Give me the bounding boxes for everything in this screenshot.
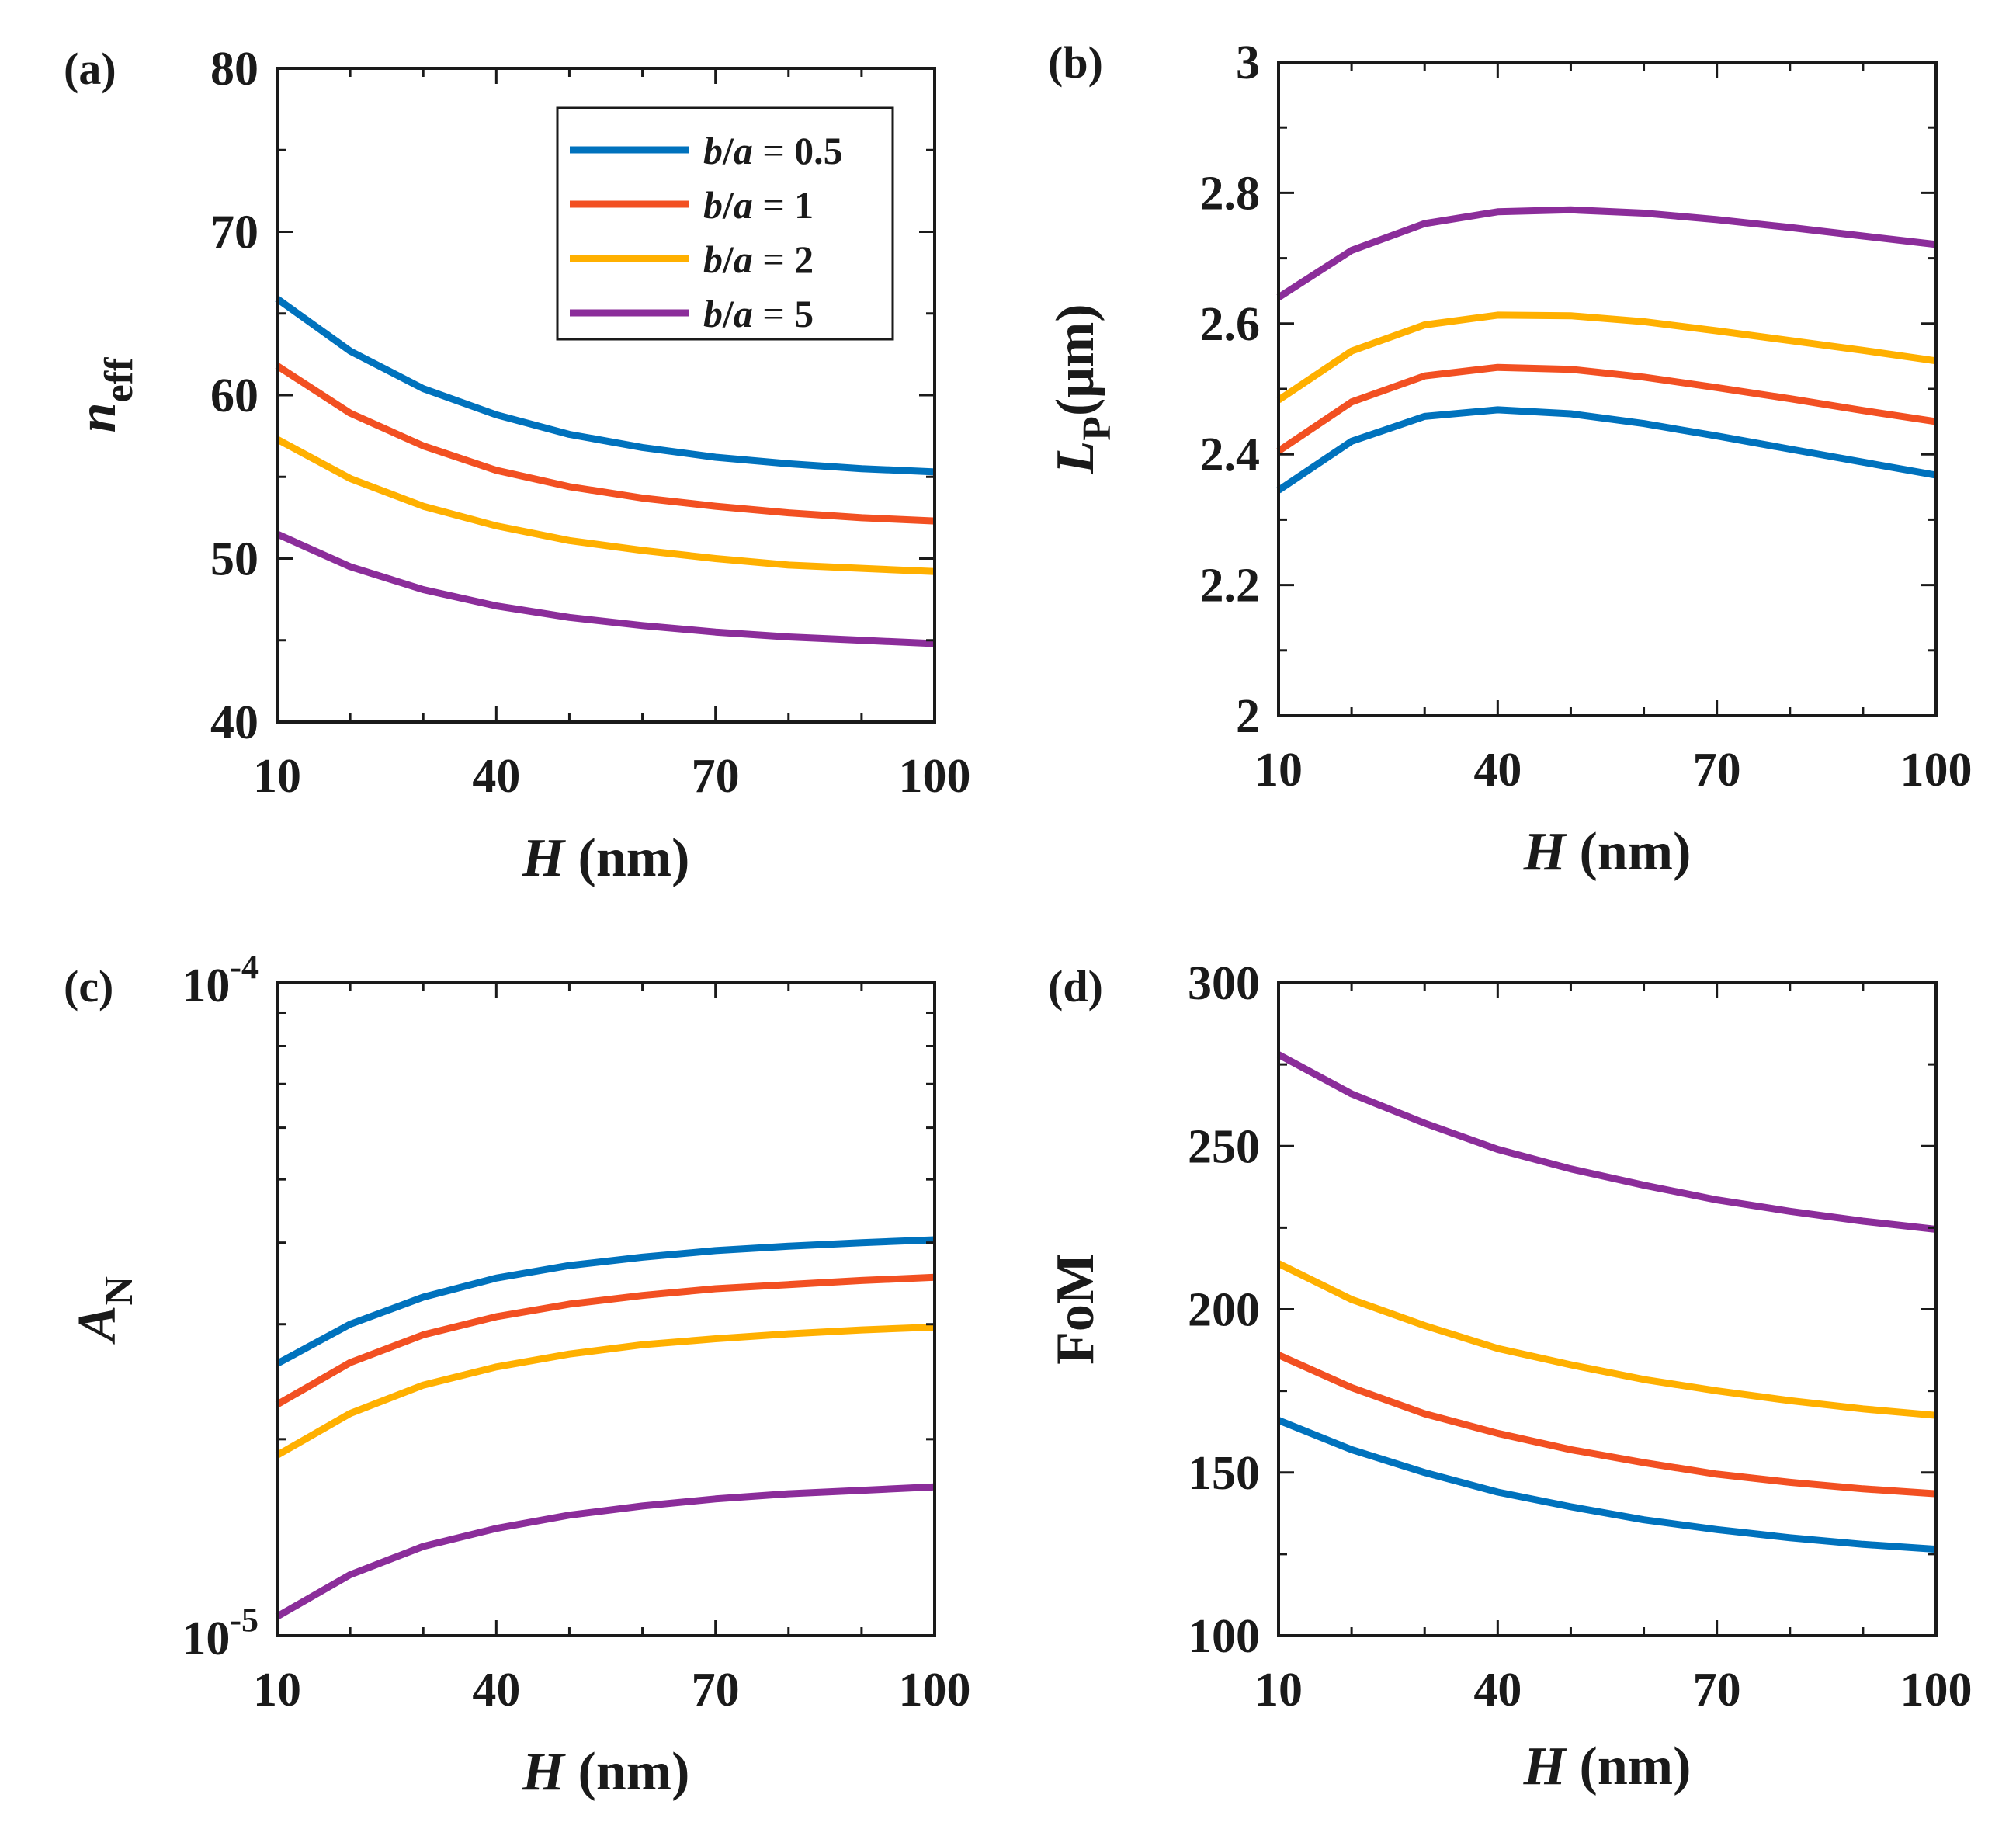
x-tick-label: 70 bbox=[1693, 1664, 1741, 1716]
legend: b/a = 0.5 b/a = 1 b/a = 2 b/a = 5 bbox=[556, 106, 894, 341]
series-line-b-a-2 bbox=[1277, 1260, 1937, 1419]
y-tick-label: 250 bbox=[1188, 1120, 1260, 1173]
x-axis-title: H (nm) bbox=[522, 828, 690, 888]
series-line-b-a-1 bbox=[275, 1273, 935, 1408]
series-line-b-a-0-5 bbox=[275, 1236, 935, 1367]
y-tick-label: 100 bbox=[1188, 1610, 1260, 1663]
y-tick-label: 150 bbox=[1188, 1447, 1260, 1500]
panel-label: (d) bbox=[1048, 961, 1103, 1012]
y-tick-label: 2 bbox=[1236, 690, 1260, 743]
y-tick-label: 80 bbox=[210, 43, 259, 95]
x-axis-title: H (nm) bbox=[1523, 1737, 1692, 1796]
y-tick-label: 40 bbox=[210, 696, 259, 749]
x-tick-label: 10 bbox=[253, 750, 301, 803]
panel-label: (a) bbox=[64, 43, 116, 94]
x-tick-label: 70 bbox=[1693, 744, 1741, 797]
panel-d-fom: (d) 10 40 70 100 100 150 200 250 300 H (nm) FoM bbox=[1046, 957, 1973, 1796]
x-tick-label: 40 bbox=[472, 750, 520, 803]
y-tick-label: 200 bbox=[1188, 1284, 1260, 1337]
series-line-b-a-2 bbox=[275, 436, 935, 575]
panel-c-an: (c) 10 40 70 100 10-5 10-4 H (nm) AN bbox=[64, 948, 971, 1802]
y-tick-label: 3 bbox=[1236, 36, 1260, 89]
y-tick-label: 10-4 bbox=[182, 948, 259, 1012]
y-tick-label: 2.8 bbox=[1200, 167, 1261, 220]
x-axis-title: H (nm) bbox=[522, 1742, 690, 1802]
y-tick-label: 300 bbox=[1188, 957, 1260, 1010]
x-tick-label: 40 bbox=[1473, 744, 1522, 797]
series-line-b-a-5 bbox=[1276, 206, 1937, 300]
x-tick-label: 10 bbox=[253, 1664, 301, 1716]
x-tick-label: 100 bbox=[1900, 1664, 1973, 1716]
x-tick-label: 40 bbox=[1473, 1664, 1522, 1716]
series-line-b-a-0-5 bbox=[275, 296, 935, 476]
y-tick-label: 50 bbox=[210, 533, 259, 586]
panel-label: (c) bbox=[64, 961, 113, 1012]
plot-frame bbox=[1277, 61, 1938, 717]
y-tick-label: 2.6 bbox=[1200, 298, 1261, 351]
series-line-b-a-0-5 bbox=[1276, 406, 1937, 494]
y-tick-label: 60 bbox=[210, 370, 259, 422]
series-line-b-a-5 bbox=[276, 530, 935, 647]
y-axis-title: AN bbox=[68, 1276, 141, 1345]
x-tick-label: 100 bbox=[899, 750, 971, 803]
y-axis-title: neff bbox=[68, 357, 141, 432]
series-line-b-a-2 bbox=[275, 1323, 935, 1459]
legend-label: b/a = 5 bbox=[703, 292, 814, 335]
x-tick-label: 100 bbox=[899, 1664, 971, 1716]
panel-b-lp: (b) 10 40 70 100 2 2.2 2.4 2.6 2.8 3 H (nm) LP(μm) bbox=[1046, 36, 1973, 882]
y-tick-label: 10-5 bbox=[182, 1601, 259, 1665]
y-tick-label: 2.4 bbox=[1200, 429, 1261, 481]
series-line-b-a-1 bbox=[1276, 363, 1937, 454]
y-tick-label: 70 bbox=[210, 207, 259, 259]
x-tick-label: 40 bbox=[472, 1664, 520, 1716]
y-axis-title: LP(μm) bbox=[1046, 304, 1119, 474]
series-line-b-a-0-5 bbox=[1277, 1417, 1937, 1553]
legend-label: b/a = 2 bbox=[703, 238, 814, 281]
series-line-b-a-5 bbox=[275, 1483, 935, 1620]
legend-label: b/a = 1 bbox=[703, 183, 814, 227]
legend-label: b/a = 0.5 bbox=[703, 129, 843, 172]
x-tick-label: 10 bbox=[1254, 1664, 1303, 1716]
panel-label: (b) bbox=[1048, 37, 1103, 88]
y-tick-label: 2.2 bbox=[1200, 560, 1261, 613]
series-line-b-a-2 bbox=[1276, 311, 1937, 404]
y-axis-title: FoM bbox=[1046, 1253, 1105, 1365]
series-line-b-a-5 bbox=[1276, 1051, 1937, 1233]
series-line-b-a-1 bbox=[1277, 1352, 1937, 1498]
x-tick-label: 100 bbox=[1900, 744, 1973, 797]
series-line-b-a-1 bbox=[275, 363, 935, 525]
x-axis-title: H (nm) bbox=[1523, 822, 1692, 882]
x-tick-label: 70 bbox=[692, 750, 740, 803]
x-tick-label: 10 bbox=[1254, 744, 1303, 797]
plot-frame bbox=[276, 981, 936, 1637]
x-tick-label: 70 bbox=[692, 1664, 740, 1716]
